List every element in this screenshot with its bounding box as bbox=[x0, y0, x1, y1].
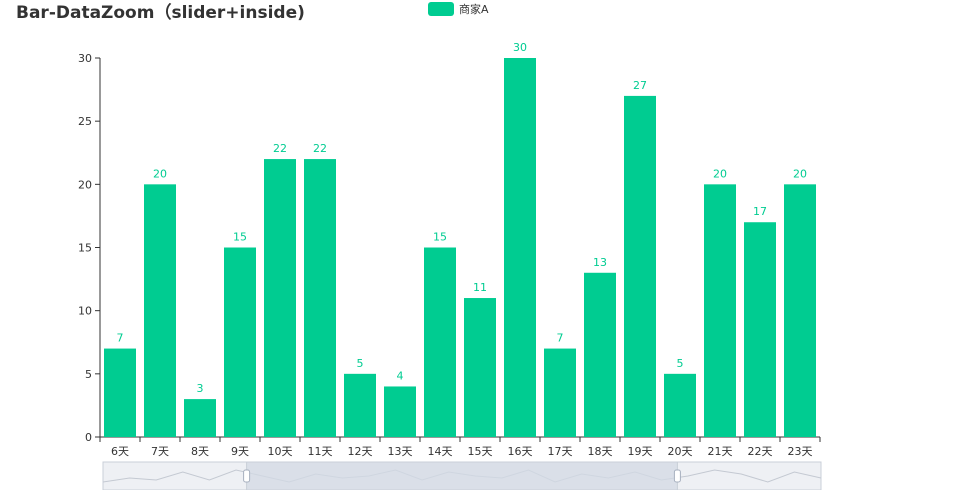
bar[interactable] bbox=[304, 159, 336, 438]
x-axis: 6天 7天 8天 9天 10天 11天 12天 13天 14天 15天 16天 17天 18天 19天 20… bbox=[99, 436, 821, 458]
data-label: 3 bbox=[197, 382, 204, 395]
x-tick-label: 10天 bbox=[268, 445, 293, 458]
y-tick-label: 5 bbox=[85, 368, 92, 381]
x-tick-label: 21天 bbox=[708, 445, 733, 458]
bar[interactable] bbox=[224, 247, 256, 438]
data-label: 17 bbox=[753, 205, 767, 218]
legend[interactable]: 商家A bbox=[428, 2, 489, 16]
bar[interactable] bbox=[544, 348, 576, 437]
bar[interactable] bbox=[624, 95, 656, 438]
bar[interactable] bbox=[424, 247, 456, 438]
bar[interactable] bbox=[744, 222, 776, 437]
x-tick-label: 23天 bbox=[788, 445, 813, 458]
x-tick-label: 15天 bbox=[468, 445, 493, 458]
bar[interactable] bbox=[464, 298, 496, 437]
data-label: 22 bbox=[313, 142, 327, 155]
y-tick-label: 10 bbox=[78, 305, 92, 318]
data-label: 20 bbox=[153, 167, 167, 180]
data-label: 7 bbox=[557, 332, 564, 345]
data-label: 13 bbox=[593, 256, 607, 269]
bar[interactable] bbox=[344, 373, 376, 437]
x-tick-label: 19天 bbox=[628, 445, 653, 458]
datazoom-handle-right[interactable] bbox=[673, 469, 681, 483]
data-label: 5 bbox=[357, 357, 364, 370]
data-label: 15 bbox=[433, 231, 447, 244]
y-tick-label: 15 bbox=[78, 242, 92, 255]
y-axis: 0 5 10 15 20 25 30 bbox=[78, 52, 101, 444]
bar[interactable] bbox=[144, 184, 176, 437]
data-label: 7 bbox=[117, 332, 124, 345]
datazoom-slider[interactable] bbox=[102, 461, 822, 490]
x-tick-label: 14天 bbox=[428, 445, 453, 458]
data-label: 4 bbox=[397, 369, 404, 382]
bar[interactable] bbox=[584, 272, 616, 437]
data-label: 20 bbox=[713, 167, 727, 180]
y-tick-label: 30 bbox=[78, 52, 92, 65]
bar[interactable] bbox=[264, 159, 296, 438]
data-label: 5 bbox=[677, 357, 684, 370]
bar-series-shangjia-a[interactable] bbox=[104, 58, 816, 438]
bar[interactable] bbox=[104, 348, 136, 437]
datazoom-handle-left[interactable] bbox=[243, 469, 251, 483]
x-tick-label: 16天 bbox=[508, 445, 533, 458]
x-tick-label: 9天 bbox=[231, 445, 249, 458]
x-tick-label: 11天 bbox=[308, 445, 333, 458]
x-tick-label: 12天 bbox=[348, 445, 373, 458]
bar[interactable] bbox=[664, 373, 696, 437]
datazoom-selected-range[interactable] bbox=[246, 461, 678, 490]
data-labels: 7 20 3 15 22 22 5 4 15 11 30 7 13 27 5 20 17 20 bbox=[117, 41, 808, 395]
bar[interactable] bbox=[184, 399, 216, 437]
legend-label-shangjia-a[interactable]: 商家A bbox=[459, 2, 489, 16]
x-tick-label: 22天 bbox=[748, 445, 773, 458]
data-label: 27 bbox=[633, 79, 647, 92]
x-tick-label: 6天 bbox=[111, 445, 129, 458]
data-label: 22 bbox=[273, 142, 287, 155]
legend-swatch-shangjia-a[interactable] bbox=[428, 2, 454, 16]
bar[interactable] bbox=[704, 184, 736, 437]
x-tick-label: 7天 bbox=[151, 445, 169, 458]
x-tick-label: 18天 bbox=[588, 445, 613, 458]
data-label: 20 bbox=[793, 167, 807, 180]
x-tick-label: 17天 bbox=[548, 445, 573, 458]
bar[interactable] bbox=[784, 184, 816, 437]
x-tick-label: 13天 bbox=[388, 445, 413, 458]
y-tick-label: 0 bbox=[85, 431, 92, 444]
x-tick-label: 20天 bbox=[668, 445, 693, 458]
data-label: 15 bbox=[233, 231, 247, 244]
data-label: 11 bbox=[473, 281, 487, 294]
data-label: 30 bbox=[513, 41, 527, 54]
y-tick-label: 25 bbox=[78, 115, 92, 128]
bar[interactable] bbox=[504, 58, 536, 437]
y-tick-label: 20 bbox=[78, 178, 92, 191]
x-tick-label: 8天 bbox=[191, 445, 209, 458]
chart-title: Bar-DataZoom（slider+inside) bbox=[16, 2, 305, 23]
bar[interactable] bbox=[384, 386, 416, 437]
